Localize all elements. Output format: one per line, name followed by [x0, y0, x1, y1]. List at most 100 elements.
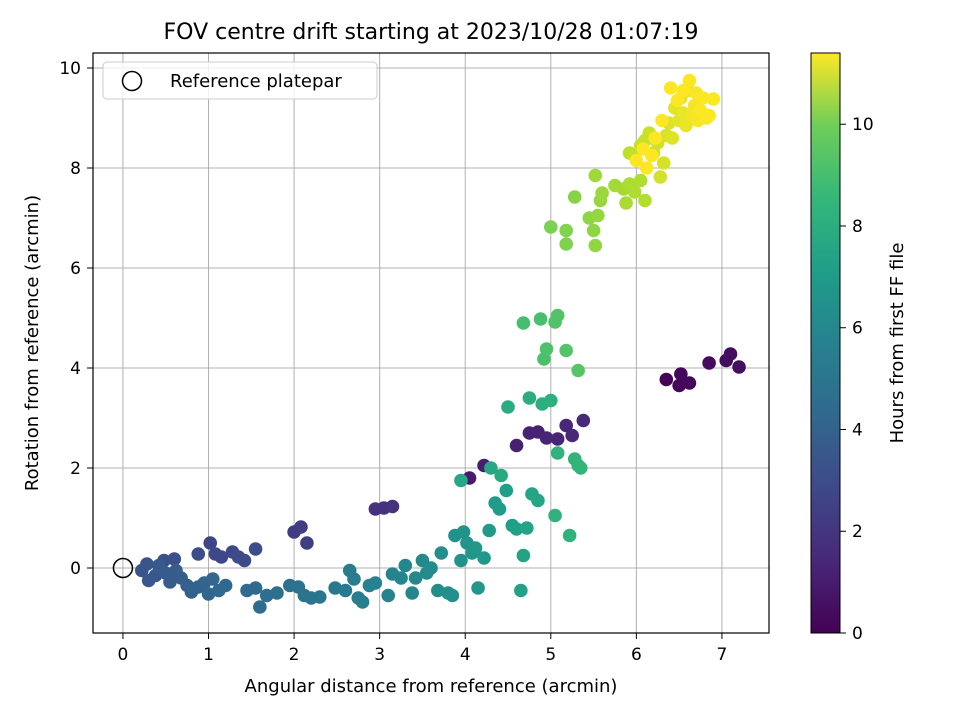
data-point — [140, 557, 154, 571]
y-tick-label: 8 — [70, 159, 81, 179]
data-point — [633, 173, 648, 188]
data-point — [706, 92, 721, 106]
data-point — [218, 578, 233, 593]
data-point — [253, 600, 267, 614]
data-point — [672, 378, 686, 393]
data-point — [385, 499, 400, 514]
x-tick-label: 2 — [289, 645, 300, 665]
data-point — [676, 83, 691, 98]
colorbar-tick-label: 0 — [852, 624, 863, 644]
data-point — [191, 547, 206, 561]
y-tick-label: 6 — [70, 259, 81, 279]
y-axis-label: Rotation from reference (arcmin) — [22, 195, 43, 491]
data-point — [543, 393, 558, 408]
data-point — [431, 583, 445, 598]
data-point — [405, 586, 419, 600]
x-tick-label: 6 — [631, 645, 642, 665]
data-point — [454, 553, 468, 568]
data-point — [514, 583, 528, 598]
data-point — [655, 113, 669, 128]
data-point — [270, 586, 284, 600]
data-point — [355, 595, 370, 609]
legend-marker-reference — [121, 70, 143, 92]
data-point — [381, 588, 396, 603]
y-tick-label: 10 — [59, 59, 81, 79]
data-point — [347, 572, 361, 586]
reference-marker — [112, 557, 134, 579]
y-axis-ticks: 0 2 4 6 8 10 — [59, 59, 93, 579]
data-point — [248, 542, 263, 556]
data-point — [639, 161, 654, 175]
data-point — [531, 493, 545, 508]
data-point — [201, 587, 216, 601]
data-point — [682, 73, 697, 88]
data-point — [670, 93, 685, 108]
data-point — [509, 438, 524, 453]
data-point — [562, 528, 577, 543]
data-point — [237, 553, 252, 568]
colorbar-ticks: 0 2 4 6 8 10 — [840, 115, 874, 644]
scatter-points — [134, 73, 746, 614]
data-point — [167, 552, 182, 566]
data-point — [559, 237, 573, 251]
data-point — [499, 483, 514, 498]
chart-title: FOV centre drift starting at 2023/10/28 … — [164, 20, 699, 45]
data-point — [571, 363, 585, 378]
colorbar: 0 2 4 6 8 10 Hours from first FF file — [810, 52, 908, 644]
data-point — [636, 142, 651, 156]
data-point — [638, 193, 652, 208]
colorbar-tick-label: 6 — [852, 319, 863, 339]
data-point — [663, 81, 678, 95]
data-point — [445, 588, 460, 603]
data-point — [163, 575, 177, 589]
data-point — [543, 220, 558, 234]
data-point — [591, 208, 605, 223]
data-point — [576, 413, 591, 428]
data-point — [471, 581, 485, 595]
y-tick-label: 0 — [70, 559, 81, 579]
data-point — [550, 446, 565, 460]
data-point — [509, 522, 524, 536]
y-tick-label: 4 — [70, 359, 81, 379]
data-point — [539, 431, 554, 445]
data-point — [559, 343, 573, 358]
data-point — [522, 391, 537, 405]
data-point — [468, 541, 483, 555]
data-point — [312, 590, 327, 604]
x-axis-label: Angular distance from reference (arcmin) — [245, 676, 618, 697]
data-point — [595, 186, 609, 200]
data-point — [567, 190, 582, 204]
data-point — [398, 558, 413, 573]
data-point — [205, 572, 220, 586]
x-tick-label: 4 — [460, 645, 471, 665]
data-point — [477, 551, 491, 565]
data-point — [588, 238, 603, 253]
legend-box — [102, 61, 378, 100]
data-point — [586, 223, 601, 238]
data-point — [559, 418, 573, 433]
colorbar-tick-label: 10 — [852, 115, 874, 135]
data-point — [539, 342, 554, 356]
legend-label-reference: Reference platepar — [170, 71, 342, 92]
data-point — [203, 536, 218, 550]
data-point — [565, 428, 579, 443]
data-point — [482, 523, 496, 538]
data-point — [679, 118, 693, 133]
data-point — [573, 461, 588, 475]
data-point — [516, 316, 531, 330]
data-point — [674, 367, 688, 381]
data-point — [492, 502, 507, 516]
data-point — [702, 356, 716, 370]
plot-frame — [92, 52, 770, 634]
x-tick-label: 0 — [118, 645, 129, 665]
data-point — [588, 168, 603, 183]
data-point — [300, 536, 314, 550]
data-point — [294, 520, 308, 534]
data-point — [516, 548, 531, 563]
x-axis-ticks: 0 1 2 3 4 5 6 7 — [118, 633, 727, 665]
data-point — [408, 571, 423, 585]
data-point — [494, 468, 508, 483]
x-tick-label: 3 — [374, 645, 385, 665]
data-point — [656, 156, 671, 170]
